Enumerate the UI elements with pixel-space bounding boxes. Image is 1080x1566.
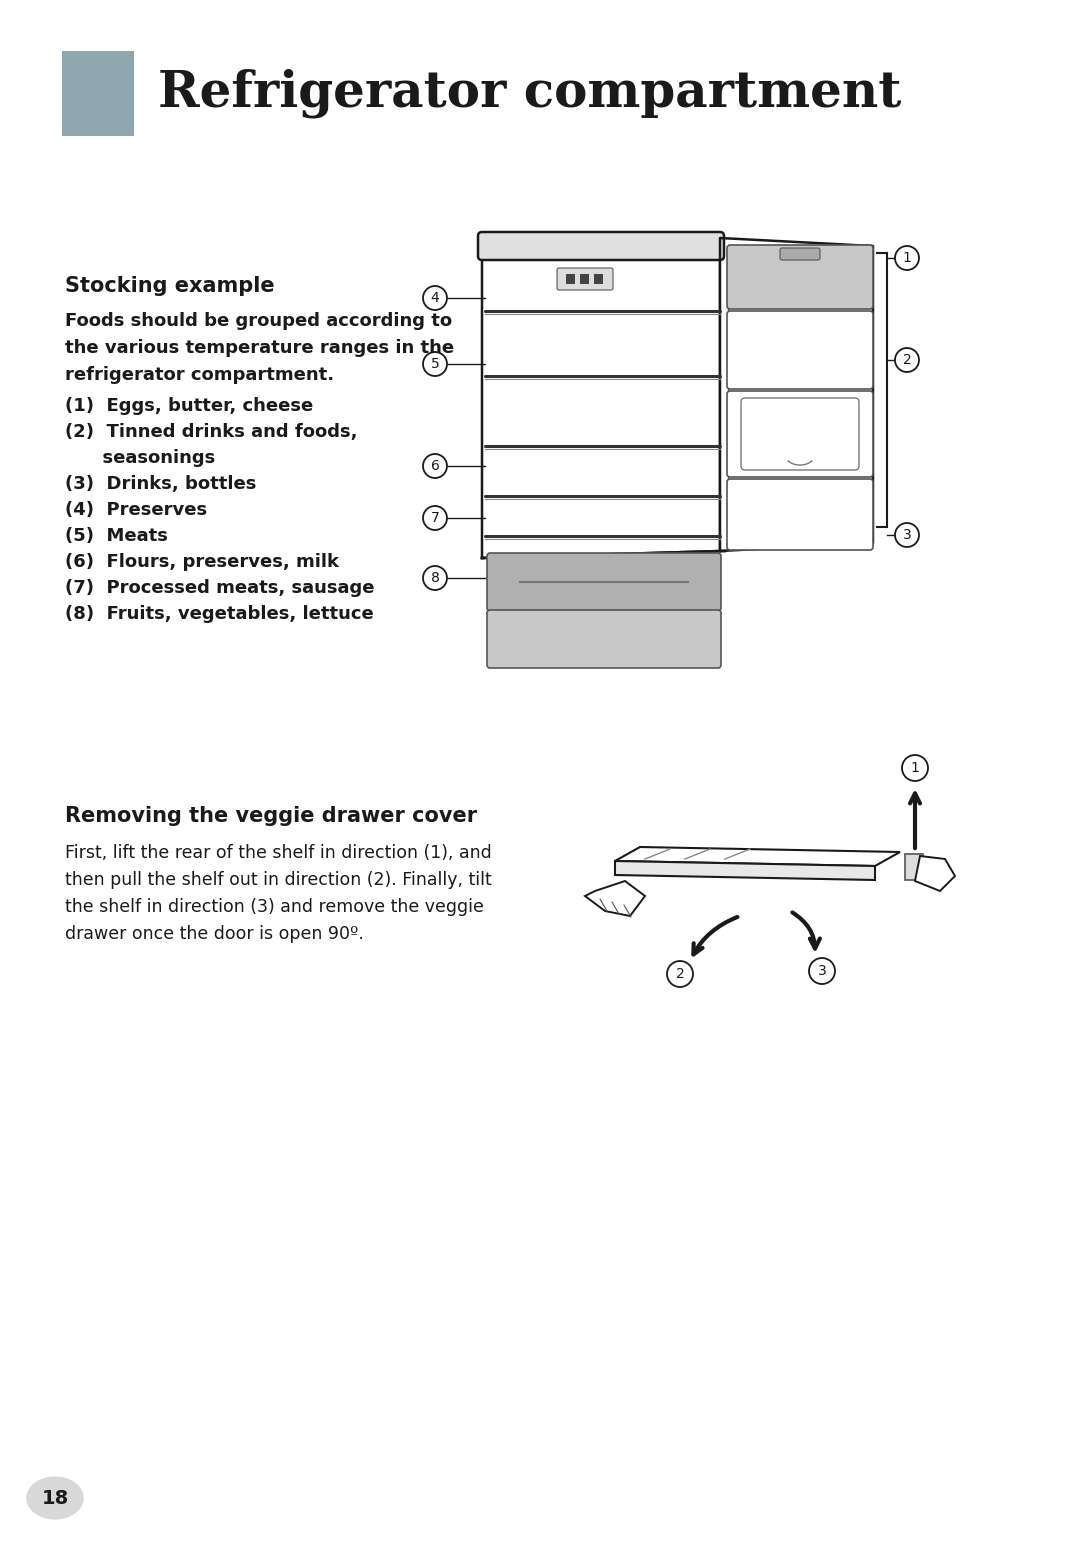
FancyBboxPatch shape [487,553,721,611]
Text: (8)  Fruits, vegetables, lettuce: (8) Fruits, vegetables, lettuce [65,604,374,623]
Text: Refrigerator compartment: Refrigerator compartment [158,69,902,119]
Text: the shelf in direction (3) and remove the veggie: the shelf in direction (3) and remove th… [65,897,484,916]
Text: 2: 2 [676,966,685,980]
FancyBboxPatch shape [727,479,873,550]
Text: 8: 8 [431,572,440,586]
FancyBboxPatch shape [727,392,873,478]
Text: (1)  Eggs, butter, cheese: (1) Eggs, butter, cheese [65,398,313,415]
Polygon shape [615,847,900,866]
Text: drawer once the door is open 90º.: drawer once the door is open 90º. [65,926,364,943]
Polygon shape [915,857,955,891]
Text: seasonings: seasonings [65,449,215,467]
Text: 6: 6 [431,459,440,473]
Bar [580,274,589,283]
Text: 2: 2 [903,352,912,366]
Bar [566,274,575,283]
Circle shape [423,352,447,376]
Circle shape [423,287,447,310]
Text: (6)  Flours, preserves, milk: (6) Flours, preserves, milk [65,553,339,572]
FancyBboxPatch shape [741,398,859,470]
Text: (5)  Meats: (5) Meats [65,528,167,545]
Text: 1: 1 [910,761,919,775]
Text: Foods should be grouped according to: Foods should be grouped according to [65,312,453,330]
Circle shape [809,958,835,983]
Text: 5: 5 [431,357,440,371]
FancyBboxPatch shape [727,244,873,309]
Text: (2)  Tinned drinks and foods,: (2) Tinned drinks and foods, [65,423,357,442]
Text: Stocking example: Stocking example [65,276,274,296]
Polygon shape [720,238,873,551]
Circle shape [667,962,693,987]
Text: 3: 3 [903,528,912,542]
Text: (4)  Preserves: (4) Preserves [65,501,207,518]
Circle shape [423,454,447,478]
Polygon shape [482,241,720,557]
Circle shape [423,506,447,529]
Text: 1: 1 [903,251,912,265]
Text: then pull the shelf out in direction (2). Finally, tilt: then pull the shelf out in direction (2)… [65,871,491,889]
Polygon shape [615,861,875,880]
Ellipse shape [26,1477,84,1519]
Circle shape [895,523,919,547]
Text: (7)  Processed meats, sausage: (7) Processed meats, sausage [65,579,375,597]
Polygon shape [585,882,645,916]
FancyBboxPatch shape [557,268,613,290]
Bar [62,52,134,136]
Text: First, lift the rear of the shelf in direction (1), and: First, lift the rear of the shelf in dir… [65,844,491,861]
Text: 7: 7 [431,511,440,525]
FancyBboxPatch shape [487,611,721,669]
Text: 3: 3 [818,965,826,979]
FancyBboxPatch shape [478,232,724,260]
Bar [594,274,603,283]
Text: 18: 18 [41,1489,69,1508]
Circle shape [895,246,919,269]
Circle shape [902,755,928,781]
FancyBboxPatch shape [780,247,820,260]
Text: (3)  Drinks, bottles: (3) Drinks, bottles [65,474,256,493]
Text: the various temperature ranges in the: the various temperature ranges in the [65,338,454,357]
Text: Removing the veggie drawer cover: Removing the veggie drawer cover [65,806,477,825]
Circle shape [423,565,447,590]
Bar [905,853,923,880]
Circle shape [895,348,919,373]
Text: refrigerator compartment.: refrigerator compartment. [65,366,334,384]
FancyBboxPatch shape [727,312,873,388]
Text: 4: 4 [431,291,440,305]
